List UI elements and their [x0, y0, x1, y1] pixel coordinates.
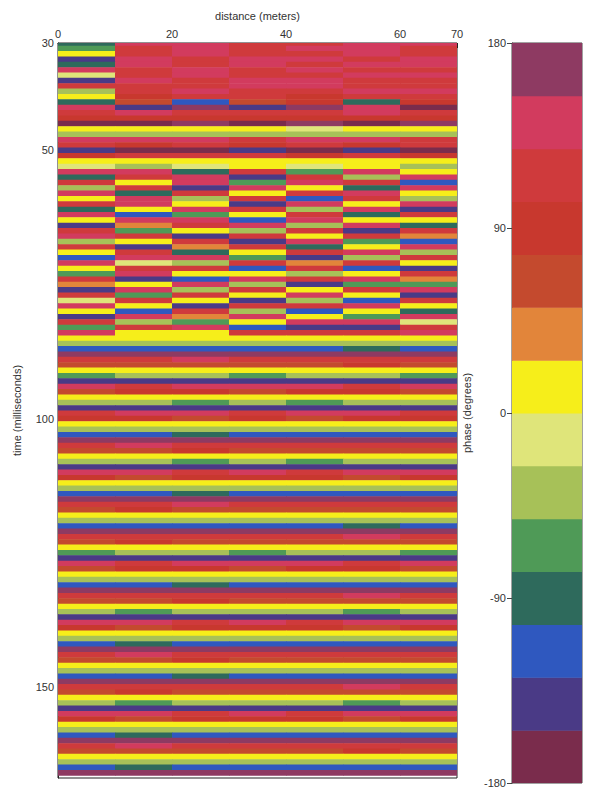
svg-text:60: 60	[394, 28, 406, 40]
svg-text:distance (meters): distance (meters)	[215, 10, 300, 22]
svg-text:0: 0	[500, 407, 506, 419]
svg-text:30: 30	[42, 37, 54, 49]
svg-text:100: 100	[36, 413, 54, 425]
svg-text:-180: -180	[484, 777, 506, 789]
svg-text:20: 20	[166, 28, 178, 40]
svg-text:150: 150	[36, 681, 54, 693]
svg-text:40: 40	[280, 28, 292, 40]
svg-text:-90: -90	[490, 592, 506, 604]
svg-text:70: 70	[451, 28, 463, 40]
svg-text:90: 90	[494, 222, 506, 234]
svg-text:0: 0	[55, 28, 61, 40]
svg-text:180: 180	[488, 37, 506, 49]
svg-text:phase (degrees): phase (degrees)	[461, 373, 473, 453]
svg-text:50: 50	[42, 144, 54, 156]
svg-text:time (milliseconds): time (milliseconds)	[11, 365, 23, 456]
